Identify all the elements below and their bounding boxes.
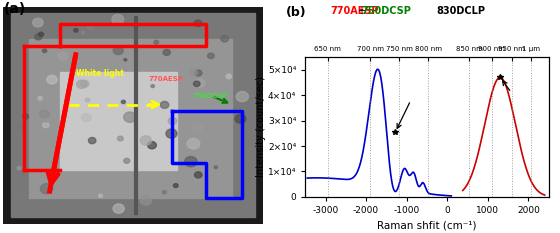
Text: 770AESP: 770AESP <box>330 6 379 16</box>
Circle shape <box>151 85 155 88</box>
Circle shape <box>163 49 170 55</box>
Circle shape <box>185 157 197 167</box>
Y-axis label: Intensity (count/sec): Intensity (count/sec) <box>256 77 267 177</box>
Text: White light: White light <box>76 69 124 78</box>
Circle shape <box>87 25 93 29</box>
Circle shape <box>35 34 42 40</box>
Circle shape <box>187 138 200 149</box>
Circle shape <box>122 100 125 104</box>
Text: 770AESP: 770AESP <box>148 76 184 82</box>
Circle shape <box>140 136 151 145</box>
Text: (a): (a) <box>4 3 26 17</box>
Circle shape <box>58 52 68 60</box>
Circle shape <box>174 184 178 188</box>
Circle shape <box>168 117 177 124</box>
Circle shape <box>118 136 123 141</box>
Circle shape <box>39 32 44 36</box>
Circle shape <box>192 123 203 132</box>
X-axis label: Raman shfit (cm⁻¹): Raman shfit (cm⁻¹) <box>377 220 477 230</box>
Circle shape <box>208 53 214 59</box>
Circle shape <box>195 70 202 76</box>
Circle shape <box>44 118 49 122</box>
Circle shape <box>85 98 90 102</box>
Circle shape <box>43 49 46 52</box>
Circle shape <box>74 28 78 32</box>
Text: 750DCSP: 750DCSP <box>193 93 228 99</box>
Circle shape <box>162 191 166 194</box>
Circle shape <box>140 196 151 205</box>
Circle shape <box>160 101 169 108</box>
Circle shape <box>221 35 228 42</box>
Circle shape <box>236 92 249 102</box>
Circle shape <box>16 191 26 199</box>
Circle shape <box>99 194 102 197</box>
Circle shape <box>124 158 130 163</box>
Circle shape <box>22 114 29 119</box>
Circle shape <box>190 70 197 75</box>
Circle shape <box>81 80 89 87</box>
Circle shape <box>21 126 25 130</box>
Circle shape <box>226 74 231 79</box>
Circle shape <box>82 114 91 122</box>
Text: (b): (b) <box>286 6 306 19</box>
Circle shape <box>235 114 246 123</box>
Circle shape <box>39 110 49 118</box>
Circle shape <box>124 112 136 122</box>
Text: 750DCSP: 750DCSP <box>362 6 412 16</box>
Circle shape <box>40 184 53 194</box>
Circle shape <box>113 46 123 55</box>
Circle shape <box>194 81 200 86</box>
Circle shape <box>166 129 177 138</box>
Circle shape <box>194 172 202 178</box>
Bar <box>29 39 232 198</box>
Text: +: + <box>357 6 365 16</box>
Circle shape <box>47 103 50 106</box>
Circle shape <box>38 96 42 100</box>
Circle shape <box>214 166 217 168</box>
Circle shape <box>52 113 55 117</box>
Circle shape <box>148 142 156 149</box>
Circle shape <box>154 40 158 44</box>
Circle shape <box>194 20 202 27</box>
Circle shape <box>43 122 49 128</box>
Circle shape <box>82 31 85 34</box>
Circle shape <box>88 137 96 144</box>
Circle shape <box>17 166 21 170</box>
Circle shape <box>113 204 124 213</box>
Circle shape <box>195 79 205 87</box>
Circle shape <box>112 14 124 24</box>
Circle shape <box>47 75 57 84</box>
Circle shape <box>32 18 43 27</box>
Text: 830DCLP: 830DCLP <box>437 6 486 16</box>
Circle shape <box>77 80 87 89</box>
Circle shape <box>124 59 127 61</box>
Bar <box>60 72 178 169</box>
